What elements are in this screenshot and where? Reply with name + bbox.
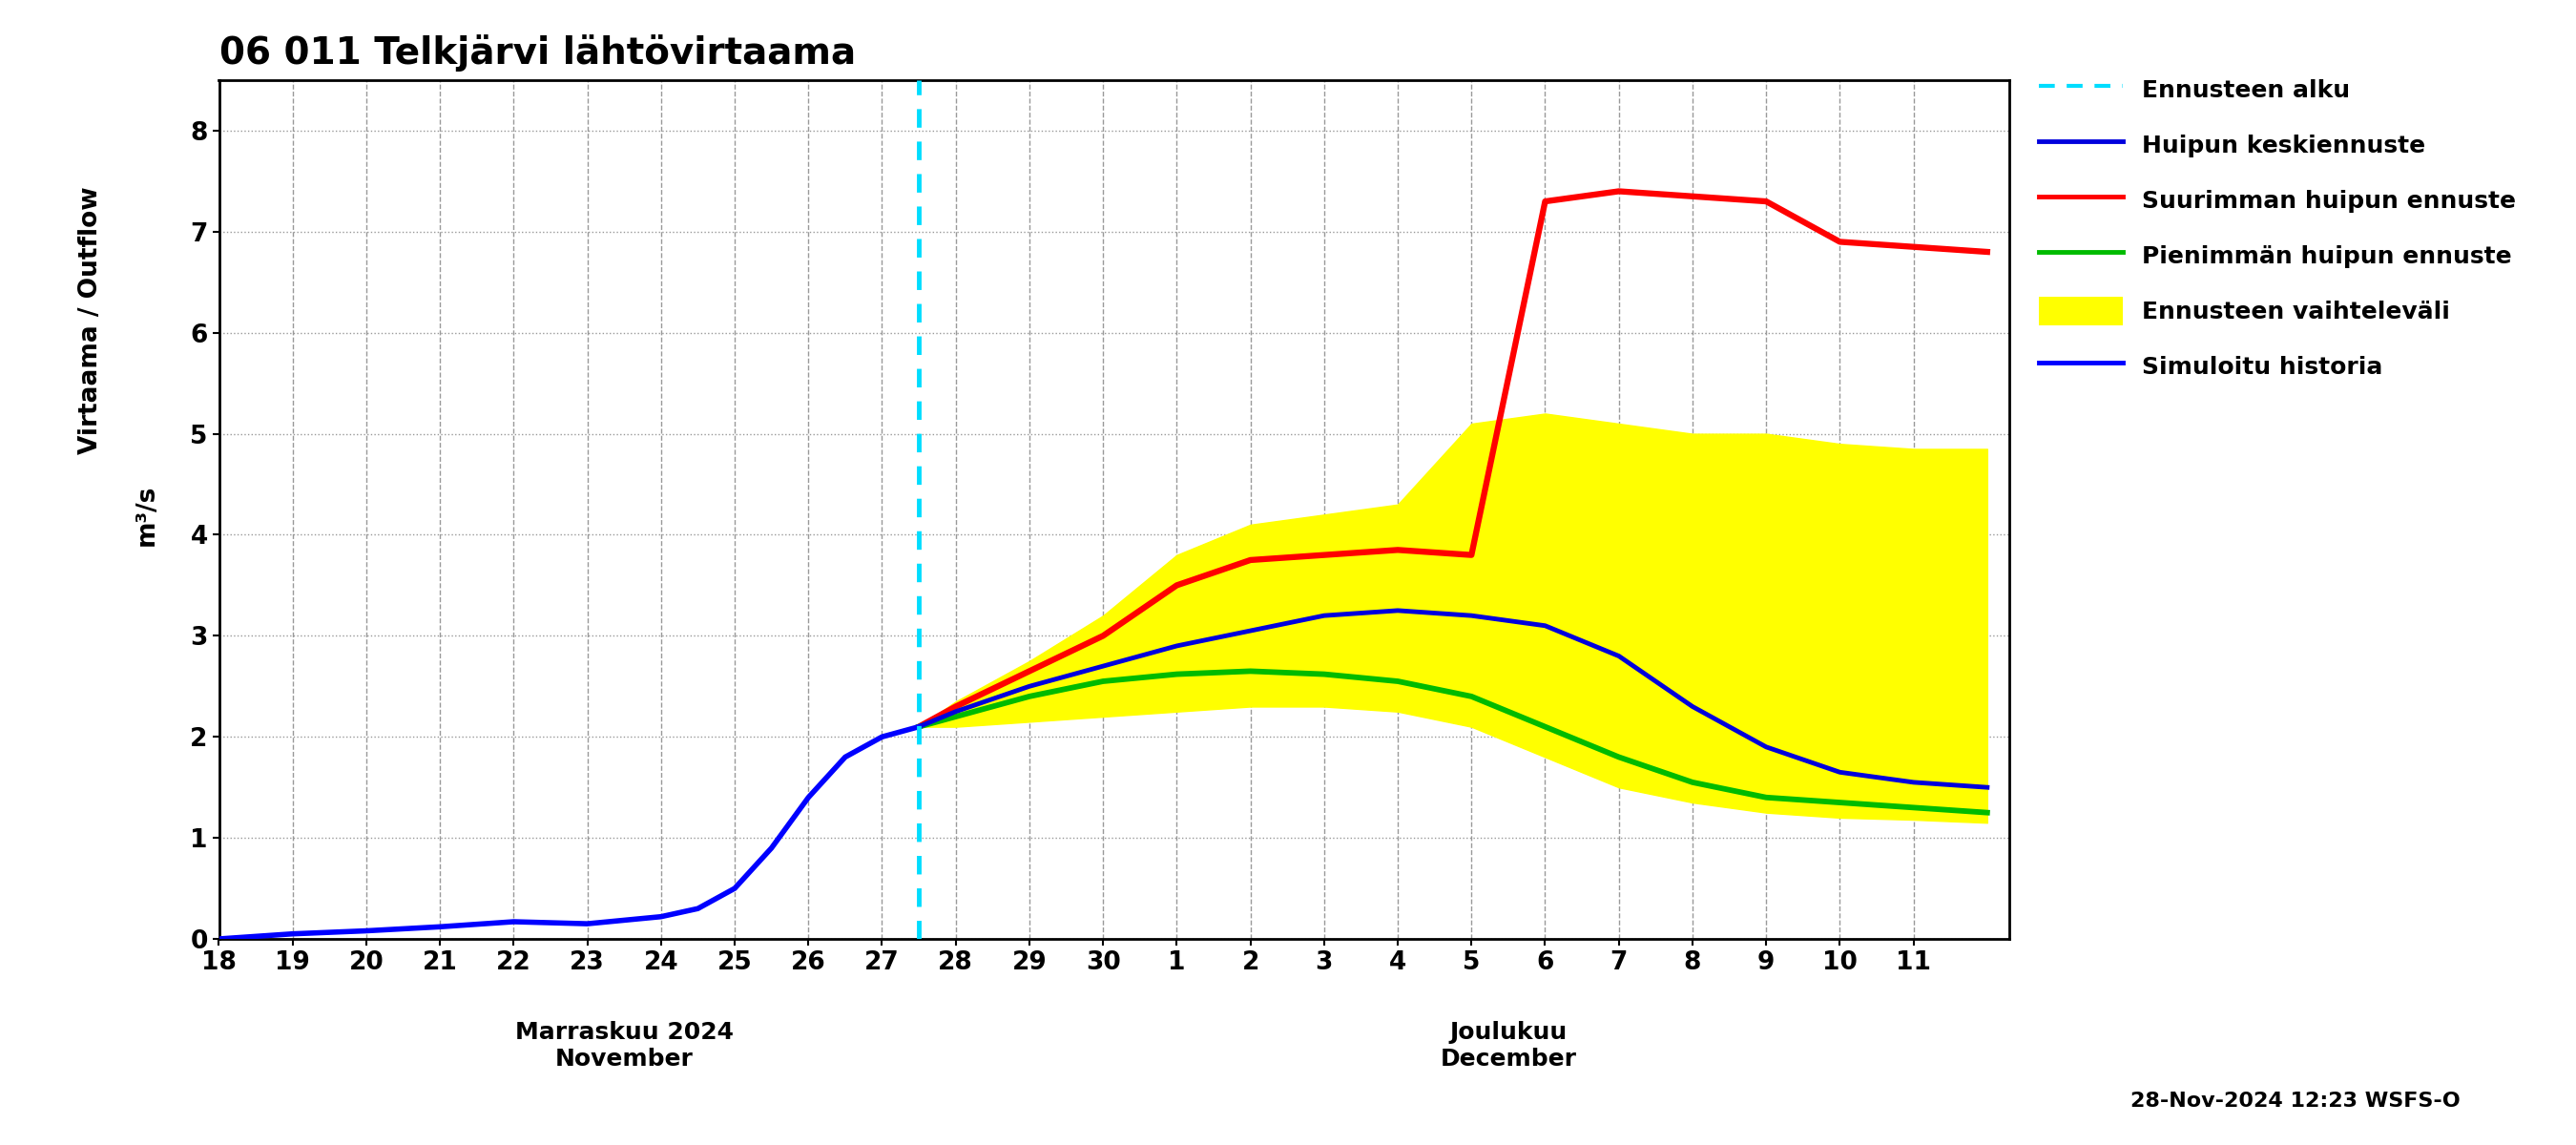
Text: 28-Nov-2024 12:23 WSFS-O: 28-Nov-2024 12:23 WSFS-O: [2130, 1091, 2460, 1111]
Text: Virtaama / Outflow: Virtaama / Outflow: [77, 187, 103, 455]
Text: Joulukuu
December: Joulukuu December: [1440, 1021, 1577, 1071]
Text: m³/s: m³/s: [134, 484, 160, 546]
Text: 06 011 Telkjärvi lähtövirtaama: 06 011 Telkjärvi lähtövirtaama: [219, 34, 855, 72]
Legend: Ennusteen alku, Huipun keskiennuste, Suurimman huipun ennuste, Pienimmän huipun : Ennusteen alku, Huipun keskiennuste, Suu…: [2040, 74, 2517, 380]
Text: Marraskuu 2024
November: Marraskuu 2024 November: [515, 1021, 734, 1071]
